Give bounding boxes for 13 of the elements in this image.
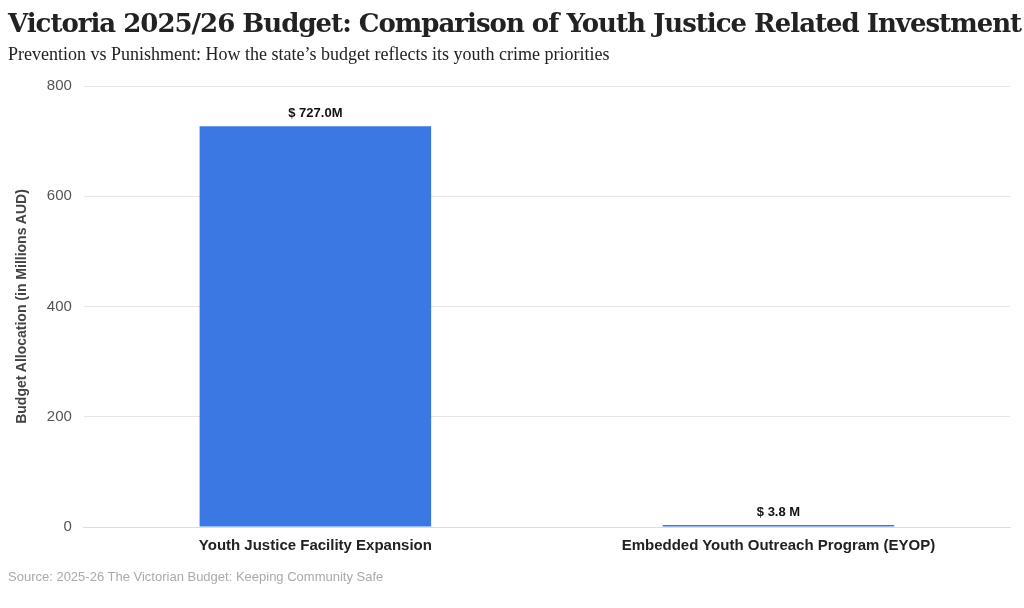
source-note: Source: 2025-26 The Victorian Budget: Keeping Community Safe xyxy=(8,569,385,584)
data-label: $ 3.8 M xyxy=(756,503,801,519)
y-tick-label: 400 xyxy=(46,296,72,314)
x-tick-label: Embedded Youth Outreach Program (EYOP) xyxy=(621,536,936,554)
y-tick-label: 200 xyxy=(46,406,72,424)
y-axis-title: Budget Allocation (in Millions AUD) xyxy=(13,189,30,424)
y-tick-label: 0 xyxy=(63,517,72,535)
x-tick-label: Youth Justice Facility Expansion xyxy=(198,536,432,554)
chart-subtitle: Prevention vs Punishment: How the state’s budget reflects its youth crime priorities xyxy=(8,44,611,65)
y-tick-label: 600 xyxy=(46,186,72,204)
data-label: $ 727.0M xyxy=(288,105,343,121)
chart-title: Victoria 2025/26 Budget: Comparison of Youth Justice Related Investment xyxy=(8,8,1023,38)
y-tick-label: 800 xyxy=(46,76,72,94)
